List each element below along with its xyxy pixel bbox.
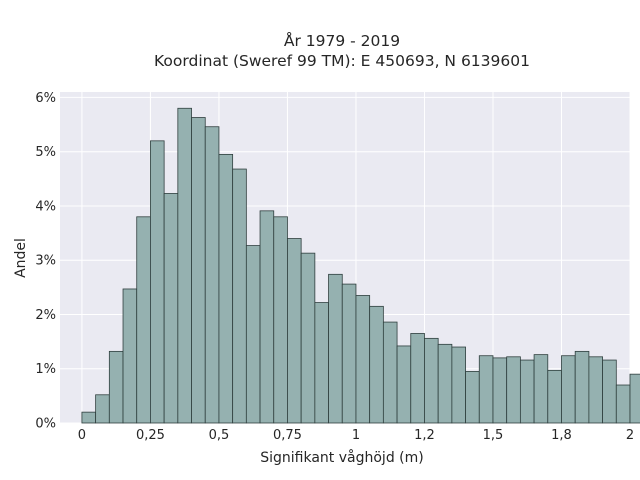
histogram-bar <box>300 252 316 424</box>
x-tick-label: 0,5 <box>209 428 230 443</box>
x-axis-label: Signifikant våghöjd (m) <box>260 449 423 466</box>
histogram-bar <box>245 245 261 424</box>
histogram-bar <box>259 210 275 424</box>
histogram-bar <box>451 346 466 424</box>
y-tick-label: 3% <box>35 254 56 269</box>
histogram-bar <box>150 140 165 424</box>
x-tick-label: 0,75 <box>273 428 302 443</box>
histogram-bar <box>410 333 425 424</box>
histogram-bar <box>382 321 398 424</box>
x-tick-label: 1,5 <box>483 428 504 443</box>
histogram-bar <box>519 359 535 424</box>
histogram-bar <box>506 356 521 424</box>
y-tick-label: 0% <box>35 417 56 432</box>
histogram-bar <box>108 350 124 424</box>
x-tick-label: 1,2 <box>414 428 435 443</box>
histogram-bar <box>615 384 631 424</box>
histogram-bar <box>341 283 357 424</box>
y-tick-label: 5% <box>35 145 56 160</box>
histogram-bar <box>396 345 412 424</box>
histogram-bar <box>602 359 617 424</box>
histogram-bar <box>218 154 234 424</box>
histogram-bar <box>287 238 302 424</box>
y-tick-label: 6% <box>35 91 56 106</box>
histogram-bar <box>163 193 179 424</box>
x-tick-label: 0,25 <box>136 428 165 443</box>
histogram-bar <box>204 126 220 424</box>
bars <box>81 107 640 424</box>
histogram-bar <box>273 216 288 424</box>
histogram-bar <box>122 288 138 424</box>
y-tick-labels: 0% 1% 2% 3% 4% 5% 6% <box>35 91 56 432</box>
histogram-bar <box>437 343 453 424</box>
histogram-bar <box>588 356 603 424</box>
histogram-bar <box>561 355 576 424</box>
histogram-bar <box>136 216 151 424</box>
x-tick-label: 1 <box>352 428 360 443</box>
histogram-bar <box>95 394 110 424</box>
y-tick-label: 2% <box>35 308 56 323</box>
histogram-bar <box>81 411 97 424</box>
histogram-bar <box>465 371 480 424</box>
histogram-bar <box>232 168 247 424</box>
chart-title-line2: Koordinat (Sweref 99 TM): E 450693, N 61… <box>154 52 530 70</box>
y-tick-label: 1% <box>35 362 56 377</box>
histogram-bar <box>424 337 439 424</box>
histogram-bar <box>177 107 192 424</box>
histogram-bar <box>547 369 562 424</box>
histogram-bar <box>328 273 343 424</box>
x-tick-label: 2 <box>626 428 634 443</box>
histogram-bar <box>191 117 206 424</box>
histogram-bar <box>478 355 494 424</box>
histogram-bar <box>355 295 371 424</box>
y-axis-label: Andel <box>13 238 29 278</box>
chart-title-line1: År 1979 - 2019 <box>284 31 400 50</box>
histogram-bar <box>574 350 590 424</box>
histogram-bar <box>533 354 549 424</box>
x-tick-labels: 0 0,25 0,5 0,75 1 1,2 1,5 1,8 2 <box>78 428 634 443</box>
x-tick-label: 0 <box>78 428 86 443</box>
x-tick-label: 1,8 <box>551 428 572 443</box>
histogram-bar <box>492 357 508 424</box>
histogram-bar <box>314 302 329 424</box>
histogram-bar <box>369 305 384 424</box>
histogram-bar <box>629 373 640 424</box>
y-tick-label: 4% <box>35 199 56 214</box>
